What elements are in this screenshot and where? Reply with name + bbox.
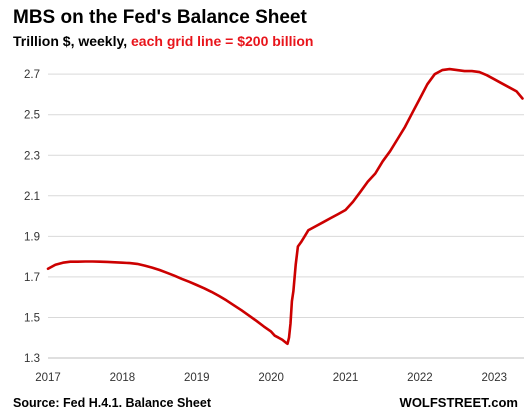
- x-axis-ticks: 2017 2018 2019 2020 2021 2022 2023: [35, 372, 507, 384]
- subtitle-prefix: Trillion $, weekly,: [13, 33, 131, 49]
- series-line-0: [46, 67, 524, 346]
- x-tick-label: 2021: [333, 372, 359, 384]
- chart-subtitle: Trillion $, weekly, each grid line = $20…: [13, 33, 313, 49]
- x-tick-label: 2020: [258, 372, 284, 384]
- y-tick-label: 1.5: [24, 312, 40, 324]
- y-tick-label: 1.3: [24, 353, 40, 365]
- source-note: Source: Fed H.4.1. Balance Sheet: [13, 396, 212, 410]
- y-tick-label: 1.9: [24, 231, 40, 243]
- y-tick-label: 1.7: [24, 272, 40, 284]
- subtitle-accent: each grid line = $200 billion: [131, 33, 313, 49]
- brand-logo-text: WOLFSTREET.com: [400, 395, 518, 410]
- chart-title: MBS on the Fed's Balance Sheet: [13, 7, 307, 28]
- y-tick-label: 2.7: [24, 69, 40, 81]
- x-tick-label: 2022: [407, 372, 433, 384]
- y-tick-label: 2.5: [24, 110, 40, 122]
- x-tick-label: 2017: [35, 372, 61, 384]
- y-tick-label: 2.1: [24, 191, 40, 203]
- y-tick-label: 2.3: [24, 150, 40, 162]
- y-axis-ticks: 2.7 2.5 2.3 2.1 1.9 1.7 1.5 1.3: [24, 69, 40, 365]
- x-tick-label: 2018: [110, 372, 136, 384]
- x-tick-label: 2023: [481, 372, 507, 384]
- gridlines: [48, 73, 524, 318]
- series-layer: [46, 67, 524, 346]
- x-tick-label: 2019: [184, 372, 210, 384]
